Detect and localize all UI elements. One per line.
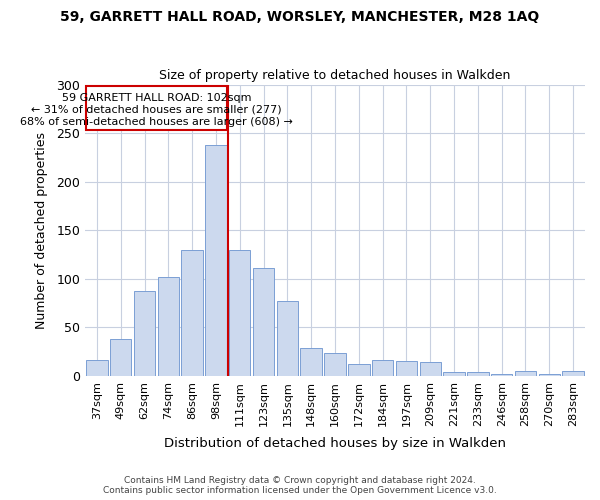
Bar bbox=[158, 277, 179, 376]
Text: ← 31% of detached houses are smaller (277): ← 31% of detached houses are smaller (27… bbox=[31, 105, 282, 115]
Bar bbox=[181, 250, 203, 376]
Text: 59 GARRETT HALL ROAD: 102sqm: 59 GARRETT HALL ROAD: 102sqm bbox=[62, 94, 251, 104]
Bar bbox=[110, 339, 131, 376]
Bar bbox=[253, 268, 274, 376]
Text: 59, GARRETT HALL ROAD, WORSLEY, MANCHESTER, M28 1AQ: 59, GARRETT HALL ROAD, WORSLEY, MANCHEST… bbox=[61, 10, 539, 24]
Bar bbox=[372, 360, 394, 376]
X-axis label: Distribution of detached houses by size in Walkden: Distribution of detached houses by size … bbox=[164, 437, 506, 450]
Y-axis label: Number of detached properties: Number of detached properties bbox=[35, 132, 48, 329]
FancyBboxPatch shape bbox=[86, 86, 227, 130]
Bar bbox=[324, 352, 346, 376]
Bar bbox=[467, 372, 488, 376]
Bar bbox=[134, 290, 155, 376]
Bar bbox=[419, 362, 441, 376]
Bar bbox=[229, 250, 250, 376]
Bar bbox=[86, 360, 107, 376]
Bar bbox=[443, 372, 465, 376]
Text: 68% of semi-detached houses are larger (608) →: 68% of semi-detached houses are larger (… bbox=[20, 116, 293, 126]
Bar bbox=[515, 371, 536, 376]
Bar bbox=[396, 362, 417, 376]
Bar bbox=[205, 145, 227, 376]
Bar bbox=[301, 348, 322, 376]
Bar bbox=[539, 374, 560, 376]
Title: Size of property relative to detached houses in Walkden: Size of property relative to detached ho… bbox=[160, 69, 511, 82]
Text: Contains HM Land Registry data © Crown copyright and database right 2024.
Contai: Contains HM Land Registry data © Crown c… bbox=[103, 476, 497, 495]
Bar bbox=[348, 364, 370, 376]
Bar bbox=[491, 374, 512, 376]
Bar bbox=[277, 301, 298, 376]
Bar bbox=[562, 371, 584, 376]
